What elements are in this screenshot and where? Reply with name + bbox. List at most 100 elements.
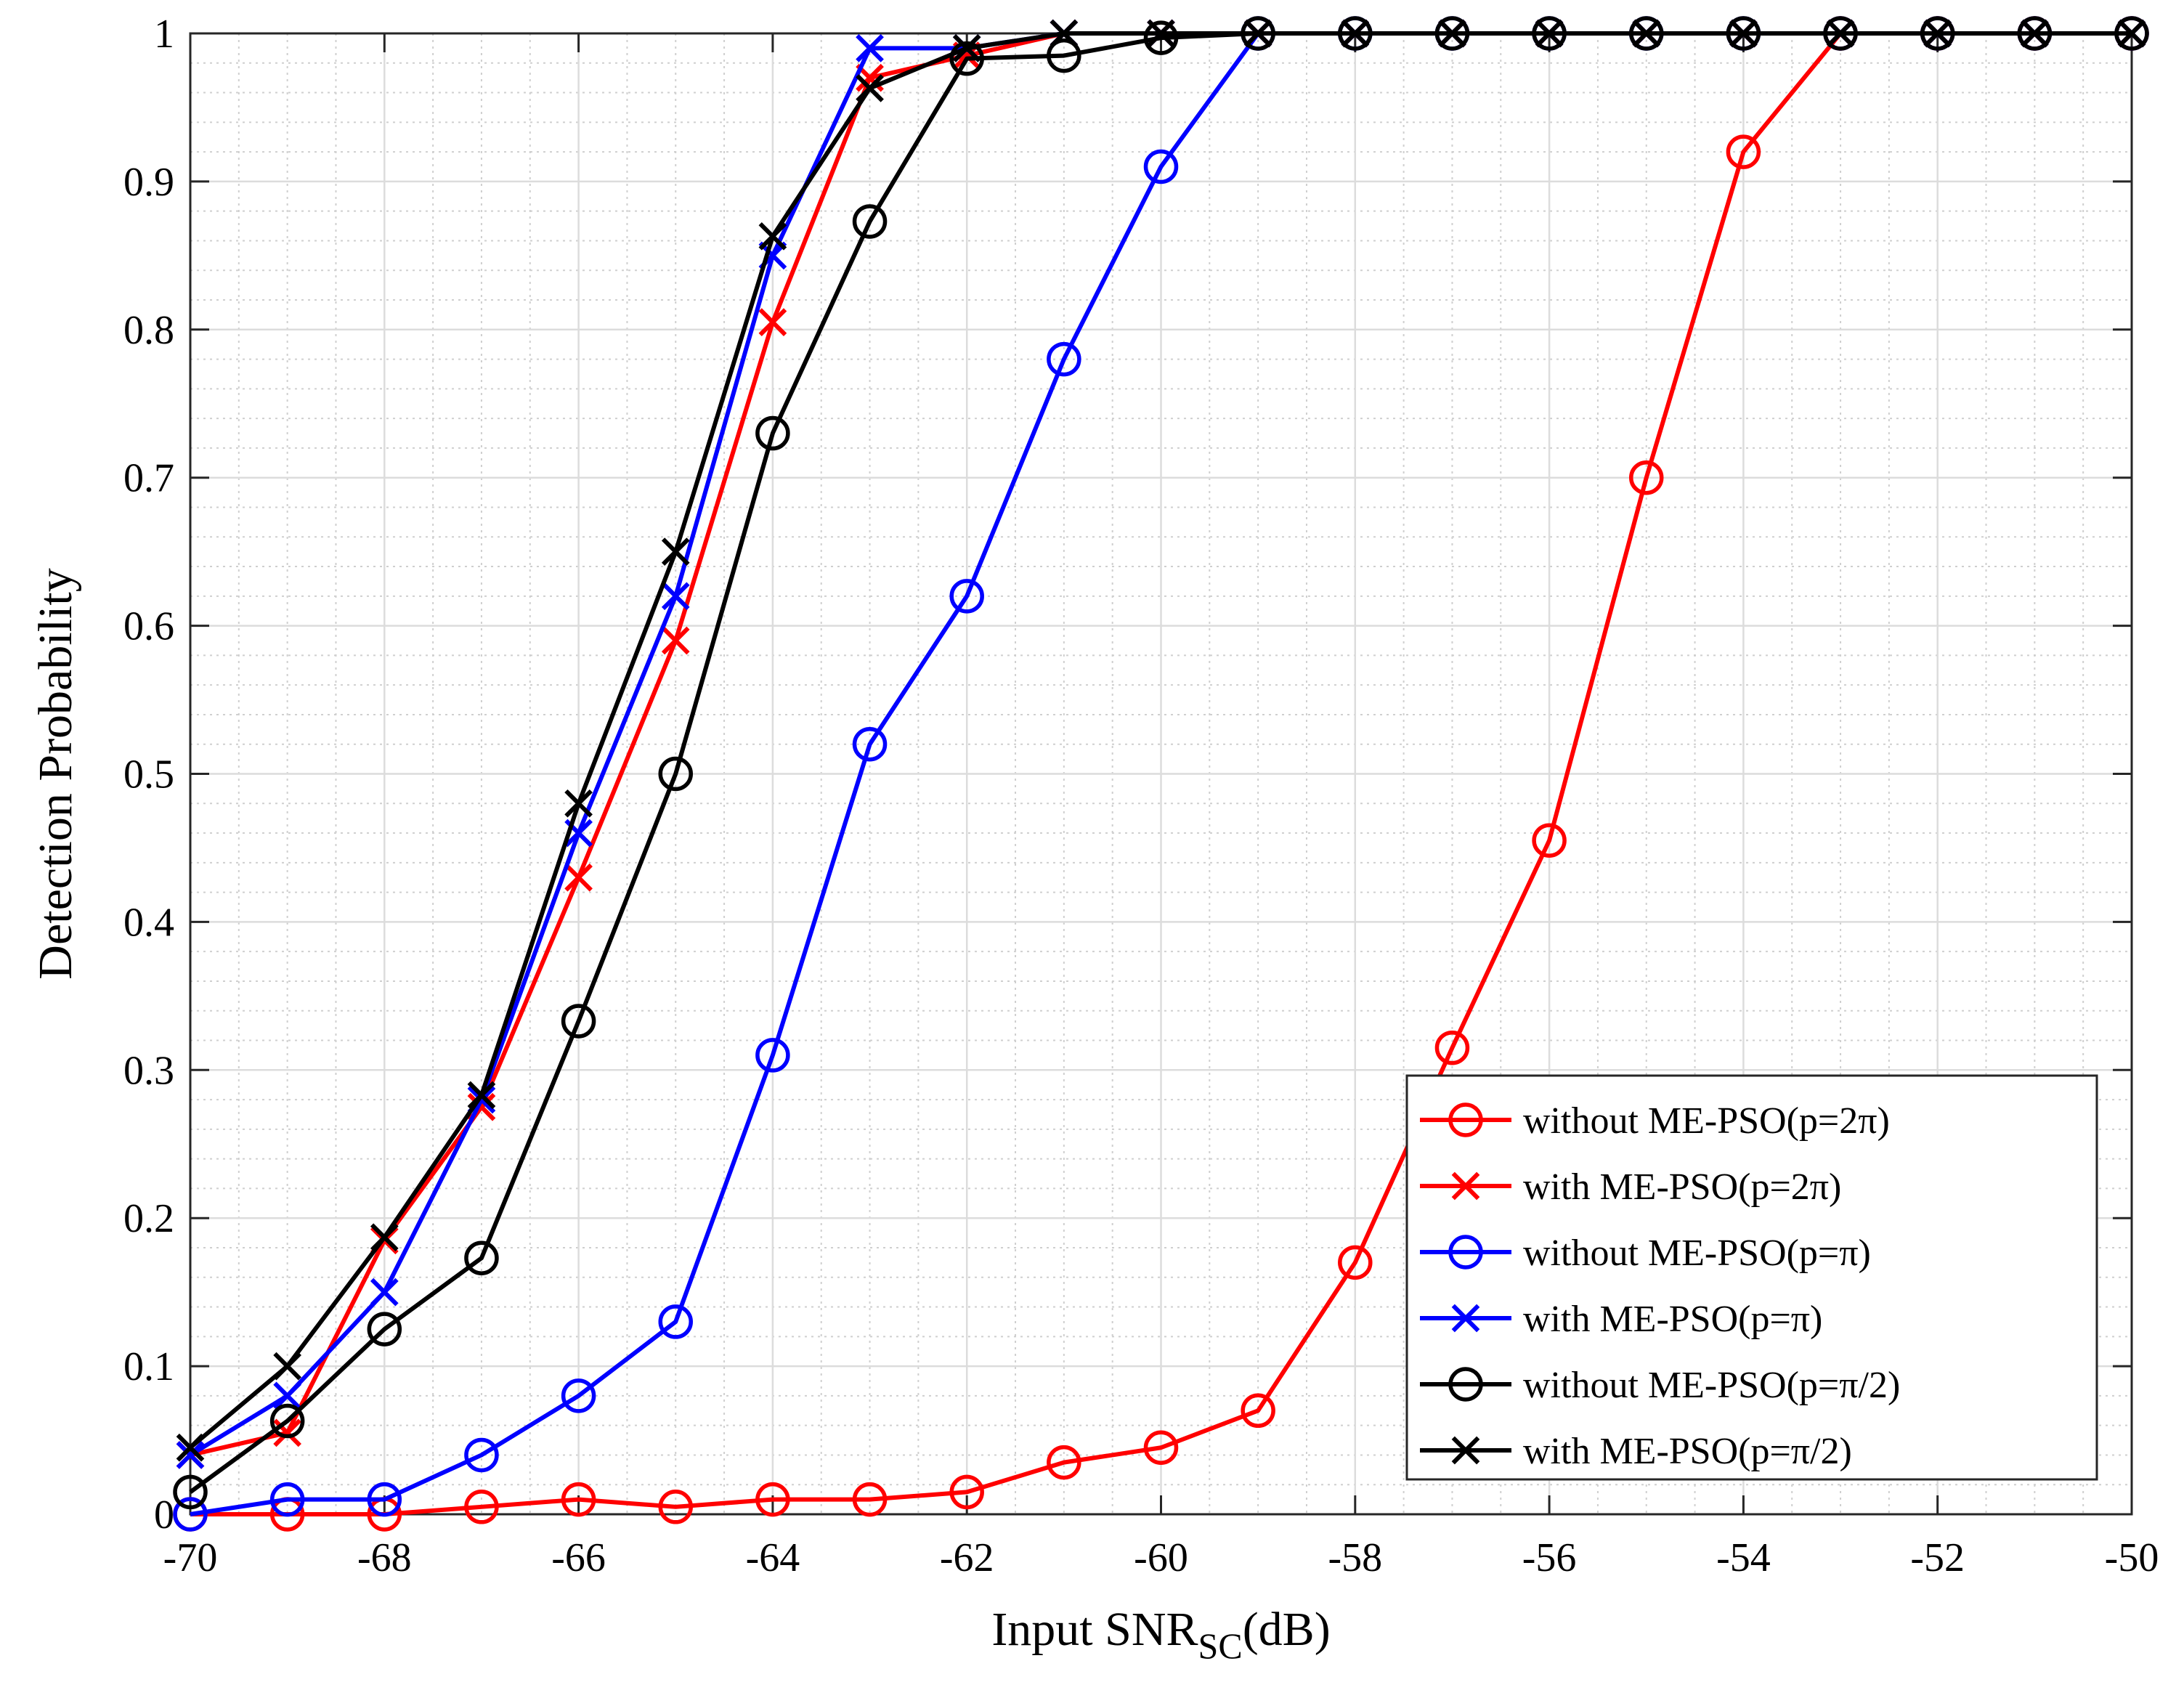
data-point	[2117, 19, 2146, 48]
y-axis-title: Detection Probability	[29, 568, 82, 979]
y-tick-label: 0.7	[123, 456, 174, 501]
data-point	[949, 41, 984, 76]
data-point	[1143, 20, 1179, 55]
x-axis-title-unit: (dB)	[1243, 1603, 1331, 1656]
series-6	[176, 19, 2146, 1462]
series-layer	[173, 16, 2149, 1532]
data-point	[658, 1304, 693, 1339]
data-point	[176, 1433, 205, 1462]
data-point	[367, 1482, 402, 1517]
x-tick-label: -56	[1522, 1535, 1577, 1580]
y-tick-label: 0	[154, 1492, 174, 1538]
data-point	[852, 1482, 888, 1517]
x-tick-label: -70	[163, 1535, 218, 1580]
legend-item: with ME-PSO(p=π/2)	[1420, 1431, 1852, 1472]
data-point	[661, 626, 690, 655]
axis-tick-labels: -70 -68 -66 -64 -62 -60 -58 -56 -54 -52 -50 0 0.1 0.2…	[123, 12, 2159, 1580]
x-tick-label: -52	[1910, 1535, 1965, 1580]
y-tick-label: 0.1	[123, 1344, 174, 1389]
data-point	[561, 1004, 596, 1039]
data-point	[269, 1403, 305, 1439]
data-point	[176, 1441, 205, 1469]
y-tick-label: 1	[154, 12, 174, 57]
data-point	[852, 204, 888, 239]
legend-label: with ME-PSO(p=2π)	[1523, 1166, 1841, 1208]
data-point	[467, 1081, 496, 1110]
data-point	[856, 74, 884, 102]
data-point	[464, 1490, 499, 1524]
data-point	[273, 1381, 301, 1410]
data-point	[1729, 19, 1758, 48]
data-point	[758, 308, 787, 336]
data-point	[1143, 149, 1179, 184]
data-point	[561, 1482, 596, 1517]
data-point	[852, 726, 888, 762]
data-point	[1923, 19, 1952, 48]
data-point	[856, 34, 884, 62]
data-point	[464, 1437, 499, 1473]
legend-marker	[1451, 1171, 1480, 1201]
legend-label: without ME-PSO(p=2π)	[1523, 1100, 1890, 1142]
legend-marker	[1448, 1235, 1483, 1270]
x-axis-title-subscript: SC	[1198, 1625, 1243, 1666]
data-point	[1826, 19, 1855, 48]
legend-item: without ME-PSO(p=2π)	[1420, 1100, 1890, 1142]
data-point	[564, 863, 593, 892]
data-point	[2021, 19, 2049, 48]
data-point	[1241, 1393, 1275, 1429]
data-point	[464, 1240, 499, 1276]
data-point	[1047, 341, 1081, 377]
legend: without ME-PSO(p=2π) with ME-PSO(p=2π) wit…	[1405, 1074, 2098, 1481]
series-line	[190, 31, 2132, 1516]
data-point	[1532, 823, 1567, 858]
y-tick-label: 0.3	[123, 1048, 174, 1093]
x-tick-label: -68	[357, 1535, 412, 1580]
data-point	[564, 789, 593, 818]
data-point	[1338, 1245, 1373, 1280]
x-tick-label: -66	[551, 1535, 606, 1580]
legend-marker	[1448, 1367, 1483, 1402]
data-point	[949, 1474, 984, 1510]
data-point	[952, 34, 981, 62]
data-point	[758, 222, 787, 251]
data-point	[1341, 19, 1370, 48]
legend-marker	[1448, 1102, 1483, 1137]
y-tick-label: 0.9	[123, 160, 174, 205]
x-tick-label: -58	[1328, 1535, 1382, 1580]
data-point	[173, 1497, 208, 1532]
y-tick-label: 0.4	[123, 900, 174, 945]
data-point	[1726, 134, 1761, 169]
data-point	[1147, 19, 1175, 48]
data-point	[1434, 1030, 1470, 1065]
data-point	[1143, 1430, 1179, 1465]
legend-label: without ME-PSO(p=π)	[1523, 1232, 1871, 1274]
data-point	[661, 537, 690, 566]
legend-label: with ME-PSO(p=π)	[1523, 1299, 1822, 1340]
data-point	[370, 1223, 399, 1252]
y-tick-label: 0.8	[123, 308, 174, 353]
data-point	[661, 582, 690, 611]
x-tick-label: -54	[1716, 1535, 1771, 1580]
data-point	[658, 756, 693, 792]
legend-item: without ME-PSO(p=π)	[1420, 1232, 1871, 1274]
x-axis-title: Input SNRSC(dB)	[991, 1603, 1330, 1666]
data-point	[1047, 1445, 1081, 1480]
data-point	[949, 579, 984, 614]
x-axis-title-main: Input SNR	[991, 1603, 1198, 1656]
legend-item: without ME-PSO(p=π/2)	[1420, 1365, 1900, 1406]
data-point	[755, 415, 790, 451]
data-point	[269, 1482, 305, 1517]
data-point	[561, 1378, 596, 1413]
data-point	[658, 1490, 693, 1524]
legend-box	[1405, 1074, 2098, 1481]
data-point	[1535, 19, 1564, 48]
x-tick-label: -64	[746, 1535, 800, 1580]
legend-item: with ME-PSO(p=π)	[1420, 1299, 1822, 1340]
data-point	[755, 1038, 790, 1073]
x-tick-label: -50	[2105, 1535, 2159, 1580]
data-point	[367, 1312, 402, 1346]
legend-marker	[1451, 1304, 1480, 1333]
legend-label: with ME-PSO(p=π/2)	[1523, 1431, 1852, 1472]
data-point	[1243, 19, 1272, 48]
